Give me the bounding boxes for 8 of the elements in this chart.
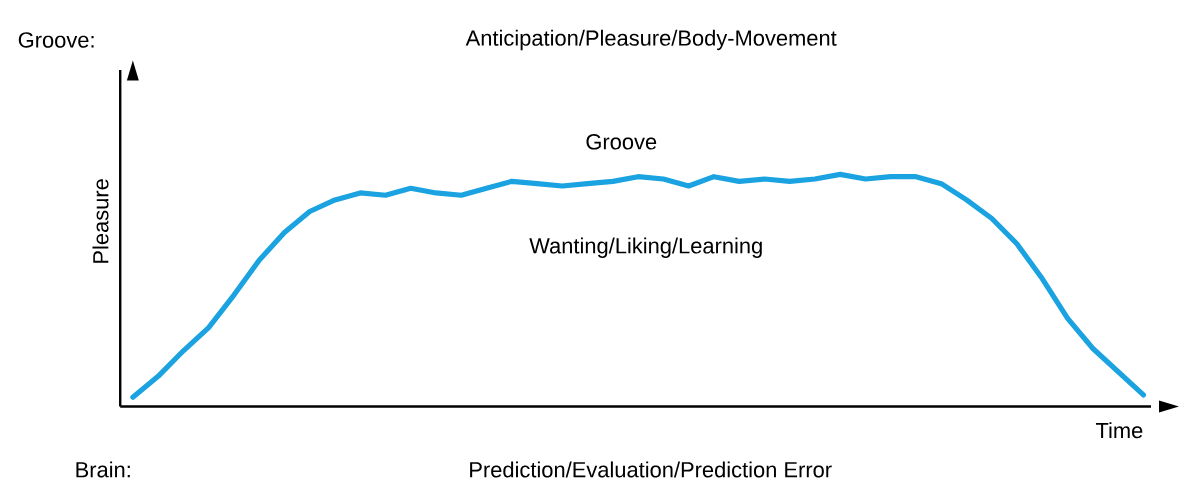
text: Prediction/Evaluation/Prediction Error (470, 461, 832, 478)
chart-title: Anticipation/Pleasure/Body-Movement (465, 29, 837, 50)
annotation: Wanting/Liking/Learning (529, 237, 762, 258)
text: Groove: (18, 32, 94, 48)
x-axis-title: Time (1095, 422, 1143, 439)
y-axis-title: Pleasure (92, 178, 109, 263)
text: Groove (586, 133, 657, 150)
text: Brain: (76, 461, 130, 478)
